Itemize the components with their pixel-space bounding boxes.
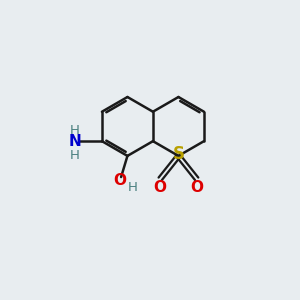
Text: O: O	[154, 180, 167, 195]
Text: H: H	[70, 149, 80, 162]
Text: O: O	[113, 173, 126, 188]
Text: H: H	[70, 124, 80, 137]
Text: H: H	[128, 181, 138, 194]
Text: S: S	[173, 146, 185, 164]
Text: N: N	[68, 134, 81, 149]
Text: O: O	[190, 180, 203, 195]
